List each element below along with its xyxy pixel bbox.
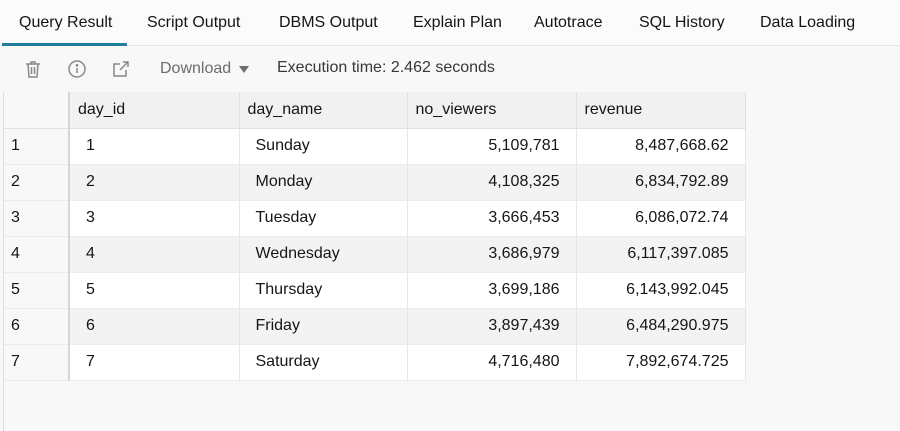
cell-revenue[interactable]: 6,484,290.975 — [576, 308, 746, 345]
header-row: day_id day_name no_viewers revenue — [4, 92, 746, 129]
table-row[interactable]: 2 2 Monday 4,108,325 6,834,792.89 — [4, 164, 746, 201]
cell-day-name[interactable]: Sunday — [239, 128, 408, 165]
tab-dbms-output[interactable]: DBMS Output — [279, 14, 378, 31]
cell-revenue[interactable]: 8,487,668.62 — [576, 128, 746, 165]
table-row[interactable]: 7 7 Saturday 4,716,480 7,892,674.725 — [4, 344, 746, 381]
cell-day-name[interactable]: Monday — [239, 164, 408, 201]
cell-revenue[interactable]: 6,086,072.74 — [576, 200, 746, 237]
column-header-revenue[interactable]: revenue — [576, 92, 746, 129]
cell-day-name[interactable]: Tuesday — [239, 200, 408, 237]
chevron-down-icon — [239, 65, 250, 73]
trash-icon[interactable] — [22, 58, 44, 80]
info-icon[interactable] — [66, 58, 88, 80]
execution-time: Execution time: 2.462 seconds — [277, 59, 495, 76]
table-row[interactable]: 5 5 Thursday 3,699,186 6,143,992.045 — [4, 272, 746, 309]
cell-day-id[interactable]: 4 — [69, 236, 240, 273]
cell-day-id[interactable]: 2 — [69, 164, 240, 201]
rownum-header — [4, 92, 70, 129]
cell-day-id[interactable]: 3 — [69, 200, 240, 237]
cell-no-viewers[interactable]: 3,699,186 — [407, 272, 577, 309]
download-dropdown[interactable]: Download — [160, 60, 250, 78]
column-header-day-name[interactable]: day_name — [239, 92, 408, 129]
table-row[interactable]: 3 3 Tuesday 3,666,453 6,086,072.74 — [4, 200, 746, 237]
cell-day-id[interactable]: 1 — [69, 128, 240, 165]
tab-query-result[interactable]: Query Result — [1, 0, 128, 46]
download-label: Download — [160, 60, 232, 77]
cell-no-viewers[interactable]: 4,716,480 — [407, 344, 577, 381]
cell-no-viewers[interactable]: 3,686,979 — [407, 236, 577, 273]
tab-script-output[interactable]: Script Output — [147, 14, 241, 31]
cell-revenue[interactable]: 6,143,992.045 — [576, 272, 746, 309]
cell-no-viewers[interactable]: 3,666,453 — [407, 200, 577, 237]
table-row[interactable]: 4 4 Wednesday 3,686,979 6,117,397.085 — [4, 236, 746, 273]
row-number: 3 — [4, 200, 70, 237]
tab-autotrace[interactable]: Autotrace — [534, 14, 603, 31]
table-row[interactable]: 1 1 Sunday 5,109,781 8,487,668.62 — [4, 128, 746, 165]
table-row[interactable]: 6 6 Friday 3,897,439 6,484,290.975 — [4, 308, 746, 345]
cell-day-id[interactable]: 7 — [69, 344, 240, 381]
tab-data-loading[interactable]: Data Loading — [760, 14, 856, 31]
column-header-day-id[interactable]: day_id — [69, 92, 240, 129]
row-number: 1 — [4, 128, 70, 165]
open-external-icon[interactable] — [110, 58, 132, 80]
results-tab-bar: Query Result Script Output DBMS Output E… — [0, 0, 900, 46]
cell-revenue[interactable]: 7,892,674.725 — [576, 344, 746, 381]
table-body: 1 1 Sunday 5,109,781 8,487,668.62 2 2 Monday 4,1… — [4, 128, 746, 381]
row-number: 2 — [4, 164, 70, 201]
cell-day-id[interactable]: 6 — [69, 308, 240, 345]
column-header-no-viewers[interactable]: no_viewers — [407, 92, 577, 129]
cell-revenue[interactable]: 6,117,397.085 — [576, 236, 746, 273]
cell-day-name[interactable]: Thursday — [239, 272, 408, 309]
row-number: 5 — [4, 272, 70, 309]
results-toolbar: Download Execution time: 2.462 seconds — [0, 46, 900, 92]
cell-day-name[interactable]: Friday — [239, 308, 408, 345]
cell-day-name[interactable]: Saturday — [239, 344, 408, 381]
cell-revenue[interactable]: 6,834,792.89 — [576, 164, 746, 201]
cell-no-viewers[interactable]: 5,109,781 — [407, 128, 577, 165]
cell-day-name[interactable]: Wednesday — [239, 236, 408, 273]
row-number: 6 — [4, 308, 70, 345]
cell-no-viewers[interactable]: 3,897,439 — [407, 308, 577, 345]
results-grid: day_id day_name no_viewers revenue 1 1 Sun… — [3, 92, 900, 431]
cell-no-viewers[interactable]: 4,108,325 — [407, 164, 577, 201]
tab-explain-plan[interactable]: Explain Plan — [413, 14, 502, 31]
row-number: 4 — [4, 236, 70, 273]
row-number: 7 — [4, 344, 70, 381]
results-table: day_id day_name no_viewers revenue 1 1 Sun… — [4, 92, 746, 381]
tab-sql-history[interactable]: SQL History — [639, 14, 725, 31]
cell-day-id[interactable]: 5 — [69, 272, 240, 309]
